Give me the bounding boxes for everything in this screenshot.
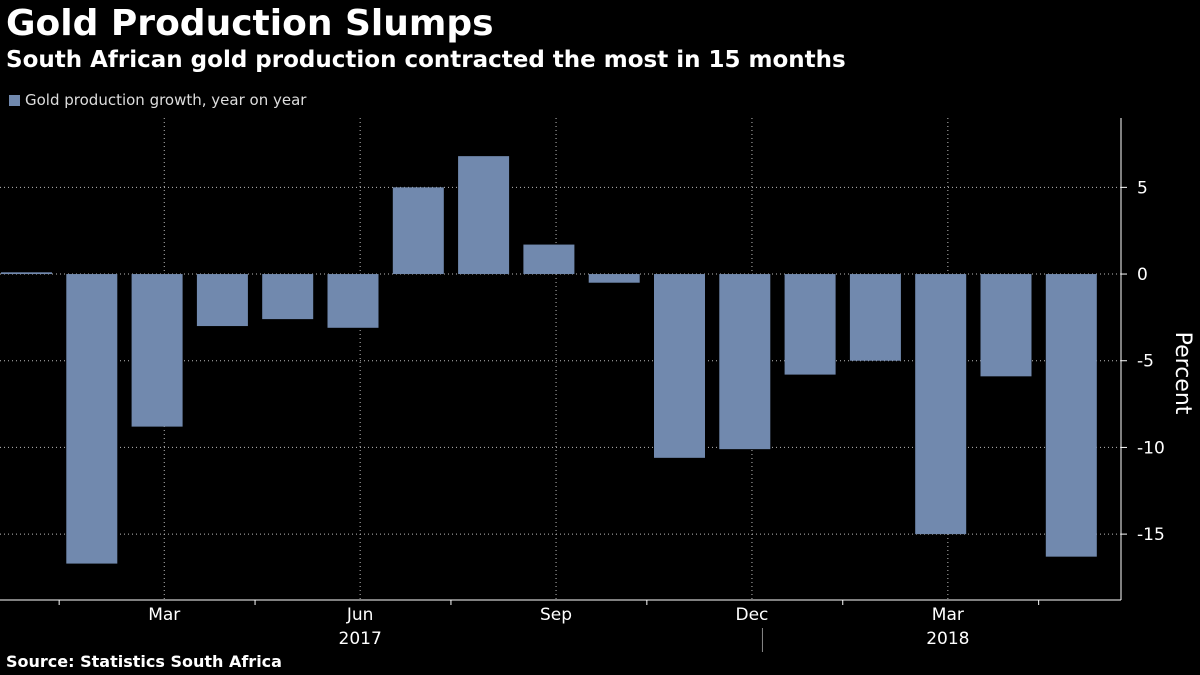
bar <box>719 274 771 450</box>
x-tick-label: Mar <box>932 605 964 625</box>
bar <box>523 244 575 275</box>
bar <box>66 274 118 564</box>
legend-swatch <box>9 94 20 106</box>
legend: Gold production growth, year on year <box>9 90 306 110</box>
bar <box>196 274 248 327</box>
y-tick-label: 5 <box>1137 178 1148 198</box>
bar <box>980 274 1032 377</box>
y-tick-label: -15 <box>1137 525 1165 545</box>
bar <box>915 274 967 535</box>
x-tick-label: Dec <box>735 605 768 625</box>
source-note: Source: Statistics South Africa <box>6 652 282 671</box>
y-tick-label: -5 <box>1137 352 1154 372</box>
bar <box>784 274 836 375</box>
x-tick-label: Mar <box>148 605 180 625</box>
y-tick-label: 0 <box>1137 265 1148 285</box>
bar <box>654 274 705 458</box>
y-axis-title: Percent <box>1170 332 1195 415</box>
legend-label: Gold production growth, year on year <box>25 91 307 109</box>
y-tick-label: -10 <box>1137 438 1165 458</box>
bar <box>588 274 640 283</box>
chart-title: Gold Production Slumps <box>6 3 494 44</box>
bar <box>131 274 183 427</box>
x-tick-label: Sep <box>540 605 572 625</box>
bar <box>1045 274 1097 557</box>
bar <box>262 274 314 320</box>
x-year-label: 2017 <box>339 629 382 649</box>
bar <box>458 156 510 275</box>
x-tick-label: Jun <box>346 605 374 625</box>
bar <box>849 274 901 361</box>
bar <box>1 272 52 275</box>
chart-subtitle: South African gold production contracted… <box>6 47 846 73</box>
bar <box>392 187 444 275</box>
x-year-label: 2018 <box>926 629 969 649</box>
bar <box>327 274 379 328</box>
